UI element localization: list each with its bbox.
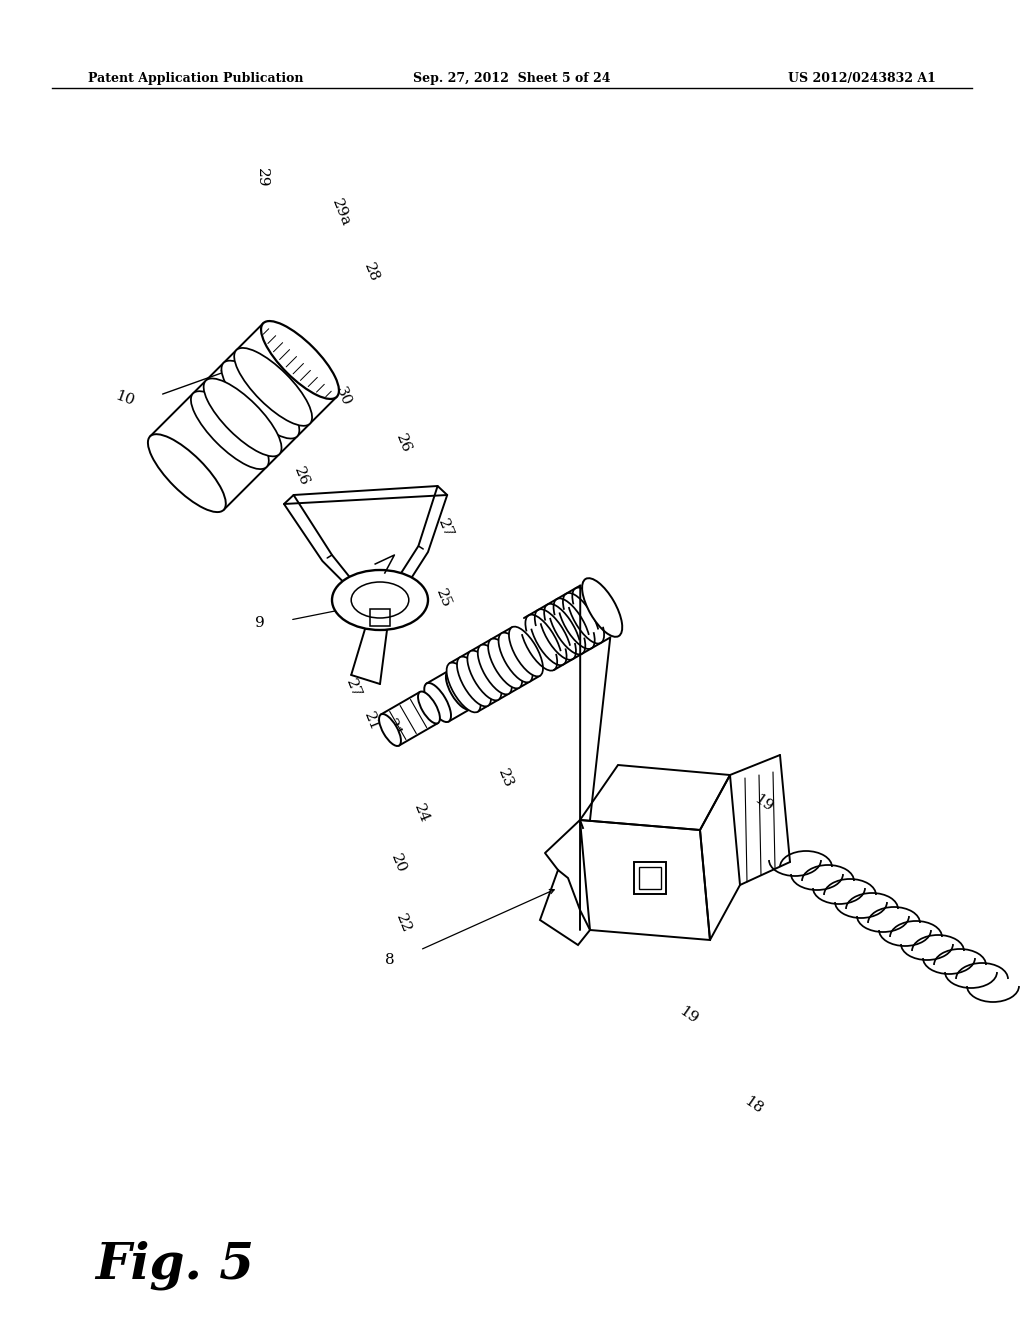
Text: 19: 19 — [676, 1005, 700, 1027]
Ellipse shape — [445, 671, 473, 710]
Text: 29: 29 — [255, 168, 269, 187]
Ellipse shape — [582, 578, 623, 636]
Ellipse shape — [204, 379, 282, 457]
Text: 28: 28 — [361, 261, 382, 285]
Text: 30: 30 — [334, 385, 353, 409]
Ellipse shape — [147, 434, 226, 512]
Ellipse shape — [457, 656, 492, 706]
Ellipse shape — [379, 714, 401, 746]
Ellipse shape — [446, 663, 480, 713]
Ellipse shape — [221, 360, 299, 438]
Text: 26: 26 — [292, 466, 311, 488]
Text: US 2012/0243832 A1: US 2012/0243832 A1 — [788, 73, 936, 84]
Text: 22: 22 — [393, 912, 414, 936]
Text: 21: 21 — [384, 717, 403, 741]
Text: Sep. 27, 2012  Sheet 5 of 24: Sep. 27, 2012 Sheet 5 of 24 — [414, 73, 610, 84]
Text: 9: 9 — [255, 616, 265, 630]
Ellipse shape — [488, 639, 522, 689]
Text: 10: 10 — [113, 388, 136, 408]
Text: 29a: 29a — [330, 198, 353, 230]
Text: Fig. 5: Fig. 5 — [95, 1239, 254, 1290]
Text: 26: 26 — [393, 433, 414, 455]
Text: 27: 27 — [435, 517, 456, 541]
Ellipse shape — [190, 391, 269, 469]
Ellipse shape — [499, 632, 532, 682]
Ellipse shape — [478, 644, 512, 694]
Text: 19: 19 — [751, 792, 775, 814]
Text: 20: 20 — [388, 853, 409, 875]
Ellipse shape — [418, 692, 440, 723]
Text: 21: 21 — [361, 710, 382, 734]
Text: 24: 24 — [412, 803, 432, 826]
Ellipse shape — [467, 651, 502, 701]
Text: 8: 8 — [385, 953, 394, 968]
Text: 25: 25 — [433, 587, 454, 611]
Ellipse shape — [261, 321, 339, 399]
Text: 27: 27 — [343, 677, 364, 701]
Text: 23: 23 — [496, 767, 516, 791]
Ellipse shape — [509, 627, 543, 676]
Text: Patent Application Publication: Patent Application Publication — [88, 73, 303, 84]
Text: 18: 18 — [741, 1094, 765, 1117]
Ellipse shape — [351, 582, 409, 618]
Ellipse shape — [234, 348, 312, 426]
Ellipse shape — [332, 570, 428, 630]
Ellipse shape — [424, 682, 451, 722]
